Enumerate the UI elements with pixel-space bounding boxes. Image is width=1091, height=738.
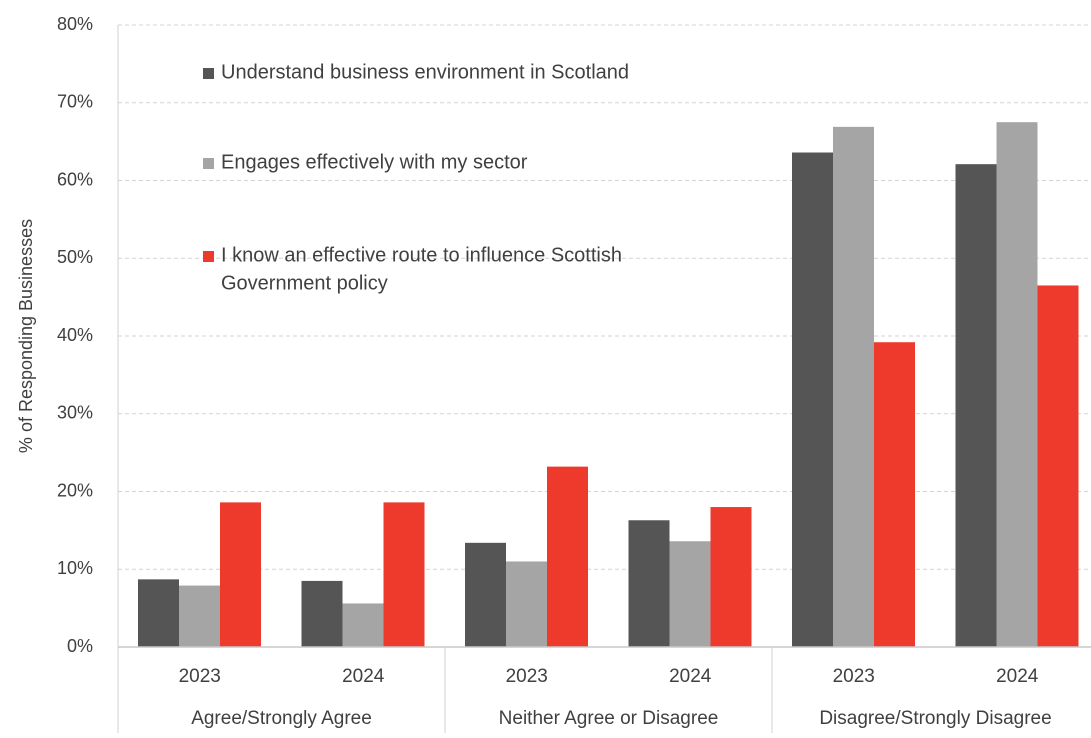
legend-label: Understand business environment in Scotl… [221,61,629,83]
y-tick-label: 0% [67,636,93,656]
bar [220,502,261,647]
y-tick-label: 10% [57,558,93,578]
bar [669,541,711,647]
bar [710,507,752,647]
axes: 0% 10% 20% 30% 40% 50% 60% 70% 80% 2023 2024 2023 20… [57,14,1091,733]
y-tick-label: 70% [57,92,93,112]
bar [138,579,179,647]
x-tick-label: 2023 [833,666,875,687]
group-label: Agree/Strongly Agree [191,708,372,729]
y-tick-label: 80% [57,14,93,34]
y-tick-label: 30% [57,403,93,423]
bar [301,580,343,647]
gridlines [118,24,1091,570]
bar [628,520,670,647]
bar [506,561,547,647]
group-label: Disagree/Strongly Disagree [819,708,1051,729]
bar [383,502,425,647]
legend-label: I know an effective route to influence S… [221,244,622,266]
bar [996,122,1038,647]
bar [547,466,588,647]
bar [1037,285,1079,647]
bars [138,122,1079,648]
bar [342,603,384,647]
x-tick-label: 2023 [506,666,548,687]
group-label: Neither Agree or Disagree [499,708,719,729]
legend-label: Government policy [221,272,388,294]
bar [833,126,874,648]
x-tick-label: 2024 [996,666,1039,687]
bar [179,585,220,647]
y-tick-label: 20% [57,480,93,500]
x-tick-label: 2024 [669,666,712,687]
x-tick-label: 2023 [179,666,221,687]
legend-swatch [203,158,214,169]
legend-label: Engages effectively with my sector [221,151,528,173]
bar [465,542,506,647]
legend-swatch [203,68,214,79]
y-tick-label: 40% [57,325,93,345]
x-tick-label: 2024 [342,666,385,687]
y-axis-label: % of Responding Businesses [16,219,36,453]
y-tick-label: 50% [57,247,93,267]
bar [792,152,833,647]
y-tick-label: 60% [57,169,93,189]
bar [874,342,915,647]
legend-swatch [203,251,214,262]
bar [955,164,997,648]
legend: Understand business environment in Scotl… [203,61,629,294]
